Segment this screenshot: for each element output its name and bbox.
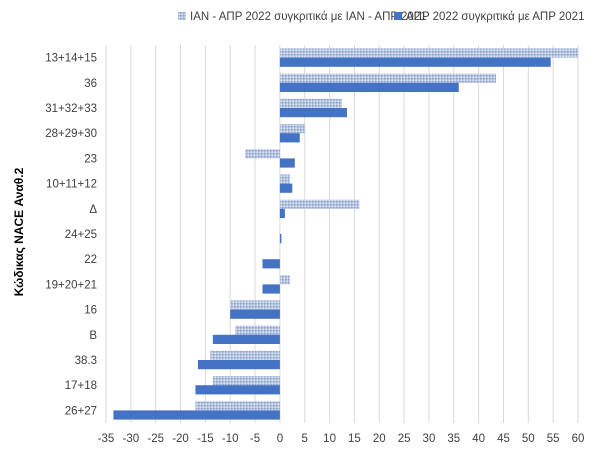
x-tick-label: 25 <box>398 433 411 445</box>
legend-swatch-series-1 <box>178 12 186 20</box>
category-label: 16 <box>84 305 97 317</box>
bar-series-1 <box>279 199 360 209</box>
bar-series-1 <box>230 300 280 310</box>
category-label: 10+11+12 <box>46 179 97 191</box>
x-tick-label: 0 <box>277 433 283 445</box>
bar-series-2 <box>195 385 280 395</box>
bar-series-1 <box>279 174 290 184</box>
category-label: 13+14+15 <box>45 53 97 65</box>
x-tick-labels: -35 -30 -25 -20 -15 -10 -5 0 5 10 15 20 25 30 35 40 45 50… <box>98 433 585 445</box>
category-label: 19+20+21 <box>45 279 97 291</box>
category-labels: 13+14+15 36 31+32+33 28+29+30 23 10+11+12 Δ 24+… <box>45 53 97 418</box>
category-label: 22 <box>84 254 97 266</box>
category-label: 36 <box>84 78 97 90</box>
bar-series-1 <box>279 275 290 285</box>
x-tick-label: 30 <box>423 433 436 445</box>
x-tick-label: -15 <box>197 433 214 445</box>
bar-series-2 <box>262 259 280 269</box>
category-label: Δ <box>89 204 97 216</box>
bar-series-2 <box>279 133 300 143</box>
x-tick-label: 10 <box>323 433 336 445</box>
category-label: 31+32+33 <box>45 103 97 115</box>
bar-series-2 <box>279 57 551 67</box>
legend-label-series-1: ΙΑΝ - ΑΠΡ 2022 συγκριτικά με ΙΑΝ - ΑΠΡ 2… <box>190 11 427 23</box>
bar-series-1 <box>279 98 342 108</box>
x-tick-label: -25 <box>147 433 164 445</box>
x-tick-label: 60 <box>572 433 585 445</box>
category-label: 38.3 <box>75 355 97 367</box>
category-label: 26+27 <box>65 405 97 417</box>
category-label: Β <box>89 330 97 342</box>
bar-series-2 <box>279 234 282 244</box>
bar-series-2 <box>212 334 280 344</box>
category-label: 24+25 <box>65 229 97 241</box>
bar-series-2 <box>279 183 293 193</box>
x-tick-label: -35 <box>98 433 115 445</box>
x-tick-label: 45 <box>497 433 510 445</box>
x-tick-label: 15 <box>348 433 361 445</box>
x-tick-label: 40 <box>472 433 485 445</box>
bar-series-2 <box>279 158 295 168</box>
bar-series-2 <box>230 309 280 319</box>
bar-series-1 <box>245 149 280 159</box>
gridlines <box>105 45 579 423</box>
bar-series-2 <box>279 82 459 92</box>
x-tick-label: -10 <box>222 433 239 445</box>
legend-swatch-series-2 <box>394 12 402 20</box>
x-tick-label: 5 <box>302 433 308 445</box>
legend-label-series-2: ΑΠΡ 2022 συγκριτικά με ΑΠΡ 2021 <box>406 11 584 23</box>
x-tick-label: 35 <box>447 433 460 445</box>
bars <box>113 48 578 420</box>
legend: ΙΑΝ - ΑΠΡ 2022 συγκριτικά με ΙΑΝ - ΑΠΡ 2… <box>178 11 584 23</box>
x-tick-label: -20 <box>172 433 189 445</box>
bar-series-1 <box>279 73 497 83</box>
bar-series-2 <box>279 208 285 218</box>
bar-series-2 <box>279 108 347 118</box>
x-tick-label: 50 <box>522 433 535 445</box>
bar-series-1 <box>279 124 305 134</box>
category-label: 17+18 <box>65 380 97 392</box>
y-axis-title: Κώδικας NACE Αναθ.2 <box>12 167 26 296</box>
bar-series-1 <box>212 376 280 386</box>
x-tick-label: 55 <box>547 433 560 445</box>
x-tick-label: -5 <box>250 433 260 445</box>
bar-series-2 <box>113 410 280 420</box>
bar-series-1 <box>195 401 280 411</box>
category-label: 28+29+30 <box>45 128 97 140</box>
x-tick-label: 20 <box>373 433 386 445</box>
category-label: 23 <box>84 153 97 165</box>
x-tick-label: -30 <box>123 433 140 445</box>
bar-series-2 <box>262 284 280 294</box>
bar-series-1 <box>235 325 280 335</box>
bar-series-2 <box>197 360 280 370</box>
bar-series-1 <box>210 350 280 360</box>
bar-series-1 <box>279 48 578 58</box>
